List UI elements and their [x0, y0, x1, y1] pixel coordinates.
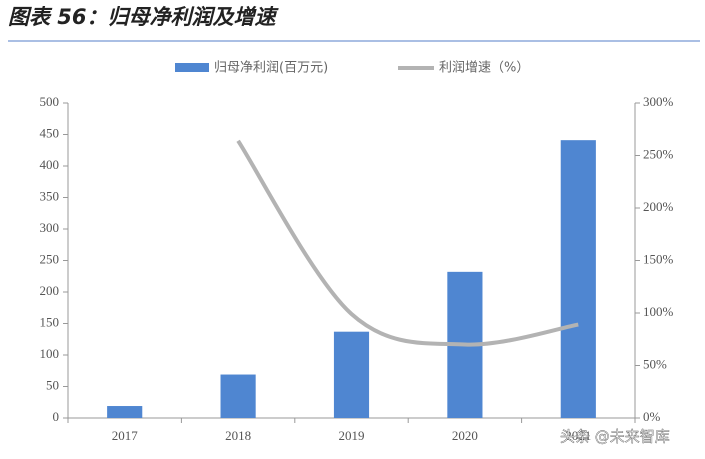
- legend-label: 归母净利润(百万元): [214, 61, 328, 76]
- x-tick-label: 2019: [339, 428, 365, 443]
- y2-tick-label: 150%: [643, 251, 674, 266]
- watermark: 头条 @未来智库: [560, 428, 670, 446]
- y-tick-label: 200: [40, 283, 60, 298]
- bar: [220, 374, 256, 418]
- y-tick-label: 50: [46, 377, 59, 392]
- x-tick-label: 2020: [452, 428, 478, 443]
- bar: [333, 331, 370, 418]
- y2-tick-label: 200%: [643, 199, 674, 214]
- y-tick-label: 500: [40, 94, 60, 109]
- y2-tick-label: 50%: [643, 356, 667, 371]
- y-tick-label: 100: [40, 346, 60, 361]
- y2-tick-label: 0%: [643, 409, 661, 424]
- x-tick-label: 2018: [225, 428, 251, 443]
- y-tick-label: 250: [40, 251, 60, 266]
- legend-label: 利润增速（%）: [439, 61, 529, 76]
- y-tick-label: 300: [40, 220, 60, 235]
- chart-title: 图表 56：归母净利润及增速: [8, 5, 280, 29]
- legend-swatch: [175, 63, 209, 72]
- y-tick-label: 0: [53, 409, 60, 424]
- line: [236, 139, 579, 347]
- y2-tick-label: 250%: [643, 146, 674, 161]
- y-tick-label: 350: [40, 188, 60, 203]
- y-tick-label: 450: [40, 125, 60, 140]
- y2-tick-label: 300%: [643, 94, 674, 109]
- y-tick-label: 400: [40, 157, 60, 172]
- y2-tick-label: 100%: [643, 304, 674, 319]
- x-tick-label: 2017: [112, 428, 139, 443]
- x-tick-label: 2021: [565, 428, 591, 443]
- y-tick-label: 150: [40, 314, 60, 329]
- bar: [107, 406, 143, 418]
- bar: [560, 140, 596, 419]
